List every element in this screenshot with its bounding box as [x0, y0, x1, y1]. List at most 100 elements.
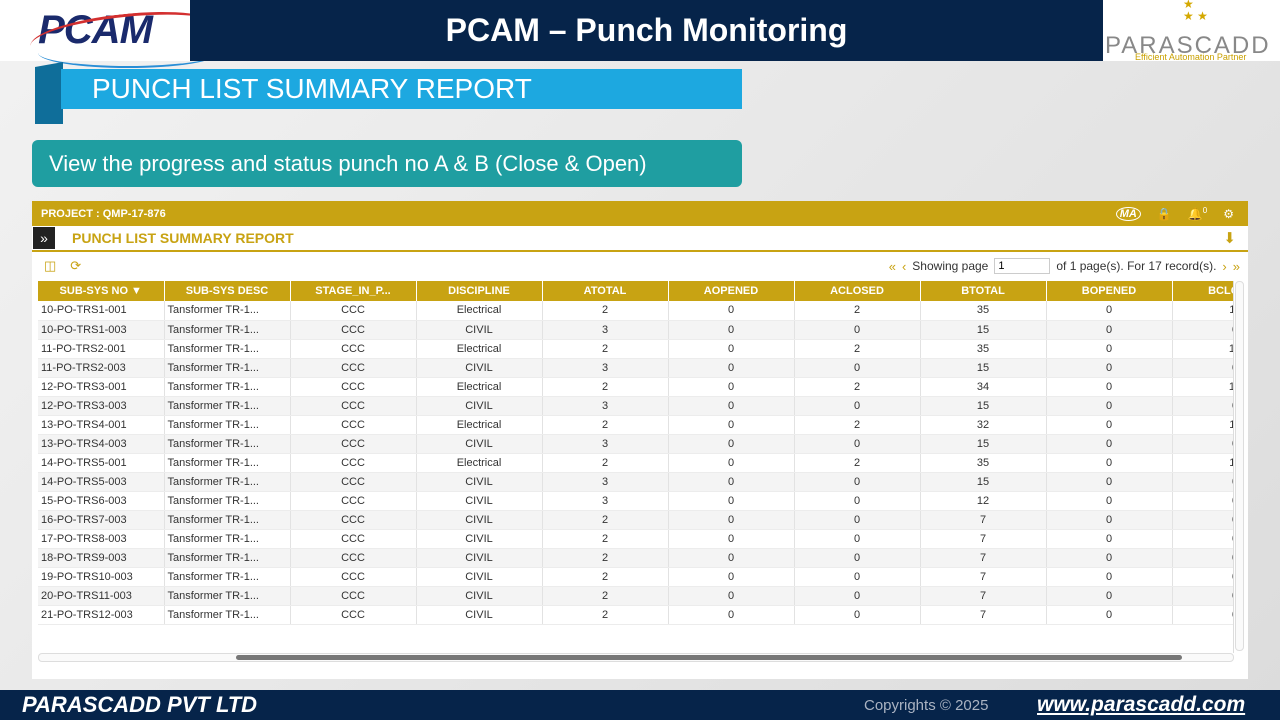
- table-cell: 0: [794, 320, 921, 340]
- table-cell: 13: [1172, 339, 1233, 359]
- table-cell: 0: [1046, 567, 1173, 587]
- table-row[interactable]: 20-PO-TRS11-003 Tansformer TR-1... CCC CIVI…: [38, 586, 1233, 606]
- table-row[interactable]: 11-PO-TRS2-003 Tansformer TR-1... CCC CIVIL…: [38, 358, 1233, 378]
- footer-url[interactable]: www.parascadd.com: [1037, 693, 1246, 716]
- table-cell: CCC: [290, 377, 417, 397]
- table-cell: Tansformer TR-1...: [164, 567, 291, 587]
- table-row[interactable]: 10-PO-TRS1-001 Tansformer TR-1... CCC Elect…: [38, 301, 1233, 321]
- table-cell: 15: [920, 434, 1047, 454]
- table-cell: 0: [1046, 358, 1173, 378]
- column-header[interactable]: ACLOSED: [794, 281, 921, 301]
- vertical-scrollbar[interactable]: [1235, 281, 1244, 651]
- table-cell: Tansformer TR-1...: [164, 548, 291, 568]
- page-number-input[interactable]: [994, 258, 1051, 274]
- table-cell: CIVIL: [416, 510, 543, 530]
- column-header[interactable]: DISCIPLINE: [416, 281, 543, 301]
- table-row[interactable]: 14-PO-TRS5-001 Tansformer TR-1... CCC Elect…: [38, 453, 1233, 473]
- table-cell: Tansformer TR-1...: [164, 529, 291, 549]
- table-cell: 35: [920, 301, 1047, 321]
- table-cell: 15: [920, 472, 1047, 492]
- table-cell: 3: [542, 396, 669, 416]
- table-cell: CCC: [290, 339, 417, 359]
- table-cell: 2: [794, 415, 921, 435]
- horizontal-scroll-thumb[interactable]: [236, 655, 1182, 660]
- table-row[interactable]: 13-PO-TRS4-001 Tansformer TR-1... CCC Elect…: [38, 415, 1233, 435]
- table-cell: 2: [542, 548, 669, 568]
- prev-page-icon[interactable]: ‹: [901, 258, 907, 274]
- table-cell: Tansformer TR-1...: [164, 358, 291, 378]
- table-row[interactable]: 17-PO-TRS8-003 Tansformer TR-1... CCC CIVIL…: [38, 529, 1233, 549]
- table-row[interactable]: 12-PO-TRS3-001 Tansformer TR-1... CCC Elect…: [38, 377, 1233, 397]
- table-cell: 12: [1172, 377, 1233, 397]
- column-header[interactable]: SUB-SYS DESC: [164, 281, 291, 301]
- table-cell: Tansformer TR-1...: [164, 396, 291, 416]
- table-cell: Electrical: [416, 453, 543, 473]
- table-cell: CCC: [290, 396, 417, 416]
- column-header[interactable]: BCLOSED: [1172, 281, 1233, 301]
- table-cell: 0: [668, 339, 795, 359]
- columns-icon[interactable]: ◫: [44, 258, 57, 273]
- section-tab-accent: [35, 62, 63, 124]
- table-cell: CCC: [290, 605, 417, 625]
- settings-icon[interactable]: ⚙: [1223, 206, 1234, 221]
- grid-toolbar: ◫ ⟳ « ‹ Showing page of 1 page(s). For 1…: [32, 252, 1248, 280]
- table-cell: 15: [920, 396, 1047, 416]
- table-row[interactable]: 11-PO-TRS2-001 Tansformer TR-1... CCC Elect…: [38, 339, 1233, 359]
- table-cell: Tansformer TR-1...: [164, 320, 291, 340]
- table-cell: 18-PO-TRS9-003: [38, 548, 165, 568]
- column-header[interactable]: STAGE_IN_P...: [290, 281, 417, 301]
- ma-logo-icon[interactable]: MA: [1115, 206, 1141, 221]
- table-cell: 0: [1046, 510, 1173, 530]
- table-cell: CIVIL: [416, 529, 543, 549]
- first-page-icon[interactable]: «: [888, 258, 896, 274]
- table-row[interactable]: 16-PO-TRS7-003 Tansformer TR-1... CCC CIVIL…: [38, 510, 1233, 530]
- table-row[interactable]: 13-PO-TRS4-003 Tansformer TR-1... CCC CIVIL…: [38, 434, 1233, 454]
- download-icon[interactable]: ⬇: [1223, 230, 1236, 247]
- table-cell: 16-PO-TRS7-003: [38, 510, 165, 530]
- table-cell: 7: [920, 510, 1047, 530]
- collapse-button[interactable]: »: [33, 227, 55, 249]
- table-cell: 20-PO-TRS11-003: [38, 586, 165, 606]
- last-page-icon[interactable]: »: [1232, 258, 1240, 274]
- table-cell: 0: [1172, 320, 1233, 340]
- section-header: PUNCH LIST SUMMARY REPORT: [35, 62, 742, 124]
- project-label: PROJECT : QMP-17-876: [41, 207, 166, 220]
- column-header[interactable]: AOPENED: [668, 281, 795, 301]
- table-cell: 0: [1046, 586, 1173, 606]
- table-cell: 2: [542, 339, 669, 359]
- table-cell: 2: [542, 415, 669, 435]
- table-cell: 0: [794, 567, 921, 587]
- next-page-icon[interactable]: ›: [1222, 258, 1227, 274]
- refresh-icon[interactable]: ⟳: [70, 258, 82, 273]
- table-cell: 0: [794, 396, 921, 416]
- table-row[interactable]: 18-PO-TRS9-003 Tansformer TR-1... CCC CIVIL…: [38, 548, 1233, 568]
- column-header[interactable]: BOPENED: [1046, 281, 1173, 301]
- table-cell: 2: [542, 529, 669, 549]
- column-header[interactable]: ATOTAL: [542, 281, 669, 301]
- table-cell: 2: [794, 453, 921, 473]
- table-row[interactable]: 21-PO-TRS12-003 Tansformer TR-1... CCC CIVI…: [38, 605, 1233, 625]
- bell-icon[interactable]: 🔔0: [1187, 206, 1208, 221]
- column-header[interactable]: SUB-SYS NO ▼: [38, 281, 165, 301]
- horizontal-scrollbar[interactable]: [38, 653, 1234, 662]
- table-row[interactable]: 15-PO-TRS6-003 Tansformer TR-1... CCC CIVIL…: [38, 491, 1233, 511]
- report-header: » PUNCH LIST SUMMARY REPORT ⬇: [32, 226, 1248, 252]
- title-bar: PCAM – Punch Monitoring: [190, 0, 1103, 61]
- column-header[interactable]: BTOTAL: [920, 281, 1047, 301]
- table-cell: 0: [668, 567, 795, 587]
- lock-icon[interactable]: 🔒: [1156, 206, 1172, 221]
- table-cell: 3: [542, 491, 669, 511]
- table-cell: CCC: [290, 453, 417, 473]
- table-cell: Electrical: [416, 301, 543, 321]
- table-cell: 13-PO-TRS4-003: [38, 434, 165, 454]
- table-row[interactable]: 12-PO-TRS3-003 Tansformer TR-1... CCC CIVIL…: [38, 396, 1233, 416]
- table-row[interactable]: 19-PO-TRS10-003 Tansformer TR-1... CCC CIVI…: [38, 567, 1233, 587]
- table-cell: CCC: [290, 472, 417, 492]
- table-row[interactable]: 14-PO-TRS5-003 Tansformer TR-1... CCC CIVIL…: [38, 472, 1233, 492]
- table-cell: 0: [668, 415, 795, 435]
- table-row[interactable]: 10-PO-TRS1-003 Tansformer TR-1... CCC CIVIL…: [38, 320, 1233, 340]
- table-cell: CIVIL: [416, 567, 543, 587]
- pcam-logo: PCAM: [0, 0, 222, 68]
- page-title: PCAM – Punch Monitoring: [445, 12, 848, 48]
- table-cell: Tansformer TR-1...: [164, 434, 291, 454]
